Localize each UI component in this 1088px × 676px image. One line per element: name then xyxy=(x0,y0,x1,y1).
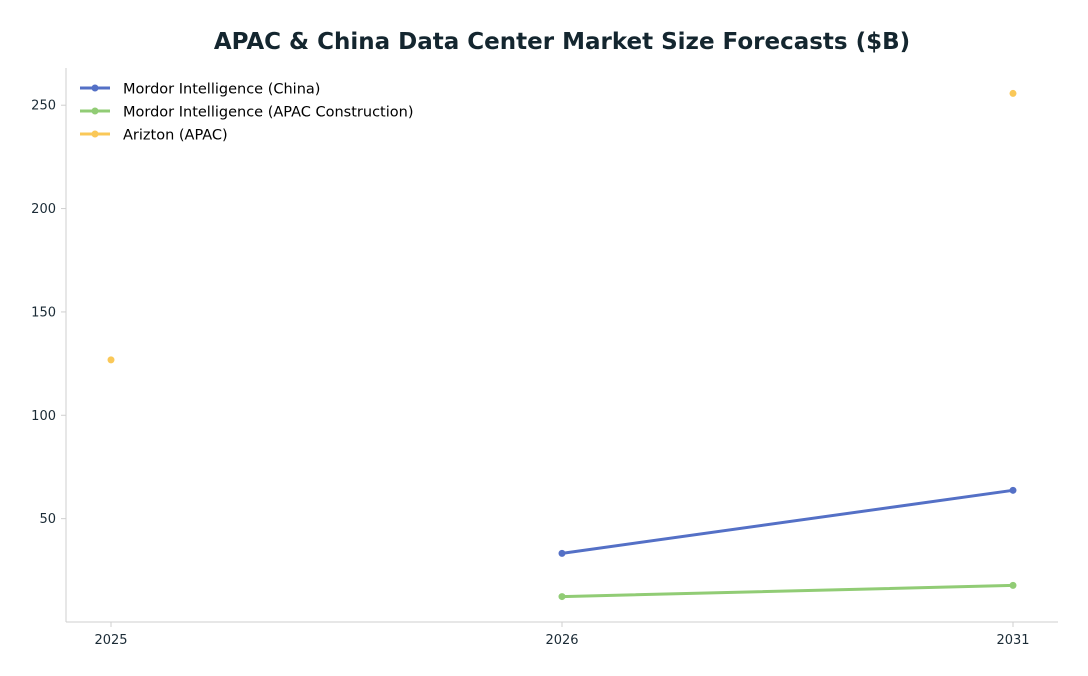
legend-label: Mordor Intelligence (China) xyxy=(123,82,320,98)
legend-label: Arizton (APAC) xyxy=(123,128,228,144)
legend-item: Mordor Intelligence (China) xyxy=(80,82,320,98)
chart-title: APAC & China Data Center Market Size For… xyxy=(214,29,910,55)
data-point xyxy=(558,593,566,601)
x-tick-label: 2026 xyxy=(545,633,578,648)
series-layer xyxy=(107,89,1017,601)
legend-label: Mordor Intelligence (APAC Construction) xyxy=(123,105,413,121)
y-tick-label: 200 xyxy=(31,202,56,217)
series-0 xyxy=(558,486,1017,557)
data-point xyxy=(1009,89,1017,97)
x-tick-label: 2025 xyxy=(94,633,127,648)
legend-swatch-marker xyxy=(91,130,99,138)
y-tick-label: 100 xyxy=(31,409,56,424)
x-tick-label: 2031 xyxy=(996,633,1029,648)
axes: 50 100 150 200 250 2025 2026 2031 xyxy=(31,68,1058,648)
data-point xyxy=(558,549,566,557)
data-point xyxy=(1009,486,1017,494)
legend-item: Mordor Intelligence (APAC Construction) xyxy=(80,105,413,121)
y-tick-label: 50 xyxy=(39,512,56,527)
data-point xyxy=(1009,581,1017,589)
data-point xyxy=(107,356,115,364)
series-1 xyxy=(558,581,1017,601)
series-2 xyxy=(107,89,1017,364)
legend: Mordor Intelligence (China) Mordor Intell… xyxy=(80,82,413,144)
y-tick-label: 150 xyxy=(31,305,56,320)
legend-swatch-marker xyxy=(91,84,99,92)
series-line xyxy=(560,488,1015,555)
y-tick-label: 250 xyxy=(31,99,56,114)
legend-swatch-marker xyxy=(91,107,99,115)
series-line xyxy=(560,583,1015,599)
legend-item: Arizton (APAC) xyxy=(80,128,228,144)
